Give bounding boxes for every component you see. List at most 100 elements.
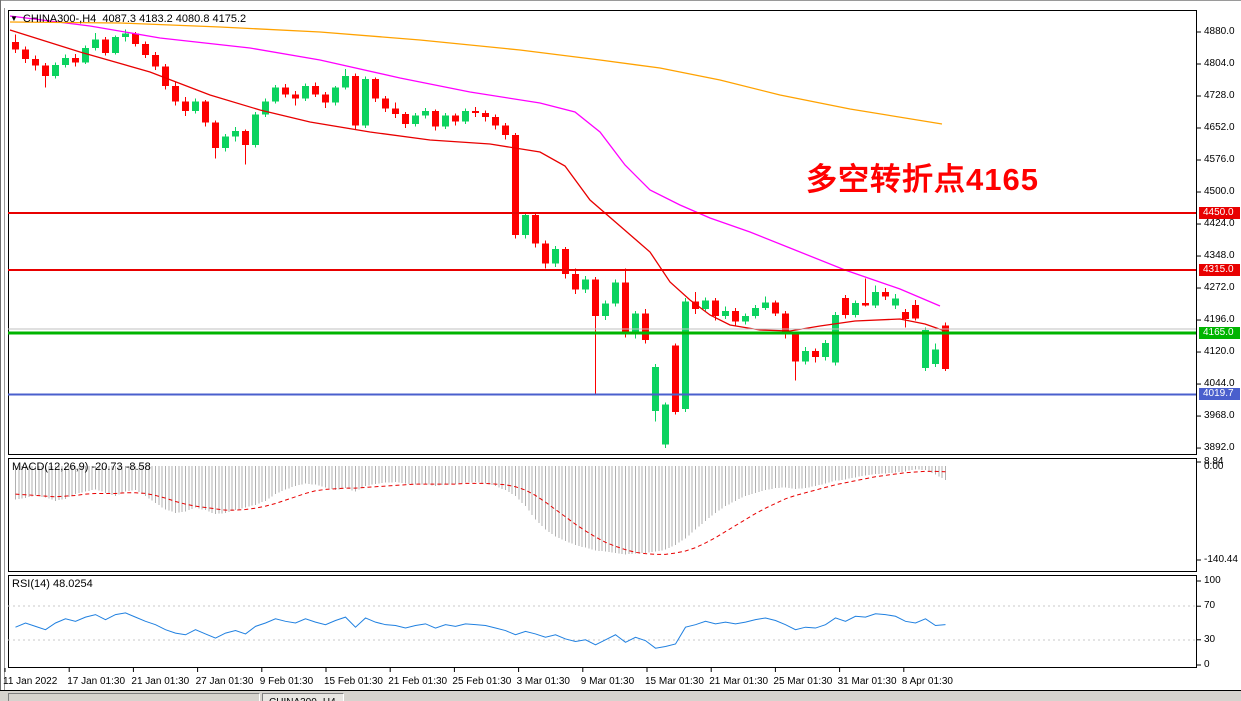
- time-axis-label: 9 Feb 01:30: [259, 676, 314, 687]
- candle-body: [72, 58, 79, 63]
- chart-tab-strip: CHINA300-,H4: [0, 691, 1241, 701]
- candle-body: [142, 43, 149, 56]
- chart-title: ▼ CHINA300-,H4 4087.3 4183.2 4080.8 4175.…: [10, 13, 246, 25]
- time-axis-label: 15 Feb 01:30: [324, 676, 383, 687]
- candle-body: [162, 66, 169, 86]
- candle-body: [32, 58, 39, 66]
- candle-body: [652, 366, 659, 411]
- candle-body: [622, 282, 629, 335]
- candle-body: [442, 115, 449, 127]
- price-tick-label: 4044.0: [1204, 378, 1235, 390]
- candle-body: [112, 37, 119, 54]
- candle-body: [132, 33, 139, 44]
- rsi-axis-label: 70: [1204, 600, 1216, 612]
- candle-body: [732, 310, 739, 322]
- price-tick-label: 4880.0: [1204, 26, 1235, 37]
- candle-body: [482, 112, 489, 118]
- candle-body: [612, 282, 619, 304]
- chart-tabs-clipped[interactable]: [8, 693, 260, 701]
- candle-body: [722, 310, 729, 317]
- candle-body: [712, 300, 719, 317]
- candle-body: [552, 248, 559, 264]
- candle-body: [932, 349, 939, 364]
- price-tick-label: 4424.0: [1204, 218, 1235, 230]
- time-axis-label: 31 Mar 01:30: [837, 676, 897, 687]
- price-tick-label: 4348.0: [1204, 250, 1235, 262]
- candle-body: [352, 76, 359, 126]
- candle-body: [82, 48, 89, 63]
- macd-axis-label: 0.00: [1204, 461, 1224, 472]
- time-axis-label: 11 Jan 2022: [3, 676, 58, 687]
- candle-body: [42, 65, 49, 76]
- candle-body: [202, 101, 209, 123]
- time-axis-label: 25 Feb 01:30: [452, 676, 512, 687]
- candle-body: [842, 298, 849, 315]
- candle-body: [372, 79, 379, 99]
- chevron-down-icon[interactable]: ▼: [10, 14, 18, 23]
- candle-body: [292, 94, 299, 99]
- rsi-indicator-label: RSI(14) 48.0254: [12, 578, 93, 590]
- candle-body: [262, 101, 269, 115]
- candle-body: [512, 135, 519, 235]
- window-top-edge: [0, 0, 1241, 1]
- candle-body: [462, 111, 469, 122]
- time-axis-label: 21 Jan 01:30: [131, 676, 190, 687]
- candle-body: [22, 49, 29, 59]
- candle-body: [832, 314, 839, 363]
- candle-body: [392, 108, 399, 115]
- candle-body: [502, 125, 509, 136]
- candle-body: [272, 87, 279, 102]
- price-tick-label: 3968.0: [1204, 410, 1235, 422]
- candle-body: [102, 39, 109, 54]
- macd-axis-label: 8.84: [1204, 456, 1224, 467]
- price-badge-4165.0: 4165.0: [1199, 327, 1240, 340]
- candle-body: [332, 87, 339, 103]
- candle-body: [52, 64, 59, 76]
- candle-body: [122, 33, 129, 38]
- price-badge-4019.7: 4019.7: [1199, 388, 1240, 401]
- time-axis-label: 17 Jan 01:30: [67, 676, 126, 687]
- candle-body: [772, 302, 779, 314]
- tabstrip-divider: [0, 690, 1241, 691]
- candle-body: [282, 87, 289, 95]
- candle-body: [542, 243, 549, 264]
- rsi-pane: [8, 575, 1197, 668]
- candle-body: [452, 115, 459, 122]
- price-tick-label: 4120.0: [1204, 346, 1235, 358]
- macd-axis-label: -140.44: [1204, 553, 1238, 565]
- window-left-groove: [4, 8, 5, 692]
- candle-body: [412, 115, 419, 124]
- candle-body: [192, 101, 199, 112]
- candle-body: [182, 101, 189, 112]
- main-pane: [8, 10, 1197, 455]
- time-axis-label: 8 Apr 01:30: [901, 676, 953, 687]
- tab-active-chart[interactable]: CHINA300-,H4: [262, 693, 344, 701]
- candle-body: [602, 303, 609, 317]
- candle-body: [632, 313, 639, 335]
- window-left-edge: [0, 0, 1, 692]
- candle-body: [702, 300, 709, 310]
- candle-body: [872, 292, 879, 306]
- candle-body: [472, 111, 479, 113]
- time-axis-label: 9 Mar 01:30: [580, 676, 635, 687]
- ma-fast-red: [9, 29, 946, 332]
- candle-body: [312, 85, 319, 95]
- price-tick-label: 4652.0: [1204, 122, 1235, 133]
- price-tick-label: 4196.0: [1204, 314, 1235, 326]
- candle-body: [232, 130, 239, 137]
- candle-body: [582, 279, 589, 290]
- candle-body: [802, 351, 809, 362]
- candle-body: [212, 122, 219, 148]
- candle-body: [362, 79, 369, 126]
- price-tick-label: 4272.0: [1204, 282, 1235, 294]
- candle-body: [692, 301, 699, 310]
- ohlc-values: 4087.3 4183.2 4080.8 4175.2: [102, 13, 247, 25]
- candle-body: [12, 42, 19, 50]
- candle-body: [322, 94, 329, 103]
- price-badge-4450.0: 4450.0: [1199, 207, 1240, 220]
- text-annotation-turning-point[interactable]: 多空转折点4165: [806, 162, 1039, 197]
- candle-body: [672, 345, 679, 412]
- candle-body: [422, 111, 429, 116]
- candle-body: [432, 111, 439, 127]
